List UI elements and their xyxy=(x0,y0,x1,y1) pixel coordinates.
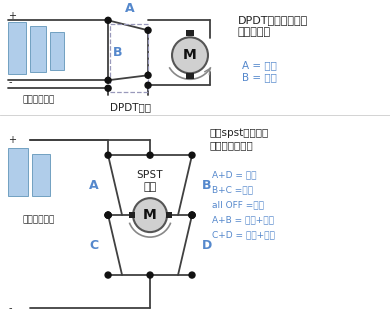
Bar xyxy=(186,30,194,36)
Circle shape xyxy=(189,212,195,218)
Text: A+B = 停止+制动: A+B = 停止+制动 xyxy=(212,215,274,224)
FancyBboxPatch shape xyxy=(30,26,46,72)
Text: -: - xyxy=(8,303,12,313)
Text: C: C xyxy=(89,239,98,252)
Circle shape xyxy=(105,272,111,278)
Circle shape xyxy=(145,72,151,78)
Circle shape xyxy=(147,272,153,278)
Text: A: A xyxy=(89,179,98,192)
Circle shape xyxy=(105,77,111,83)
Text: 脉冲宽度信号: 脉冲宽度信号 xyxy=(22,215,54,224)
Text: A = 向前: A = 向前 xyxy=(242,60,277,70)
Text: +: + xyxy=(8,135,16,145)
Circle shape xyxy=(105,152,111,158)
FancyBboxPatch shape xyxy=(32,154,50,196)
Text: all OFF =停止: all OFF =停止 xyxy=(212,200,264,209)
Text: 决定电机的方向: 决定电机的方向 xyxy=(210,140,254,150)
Text: +: + xyxy=(8,11,16,21)
Text: -: - xyxy=(8,77,12,87)
Text: B: B xyxy=(113,46,123,59)
Circle shape xyxy=(189,212,195,218)
Circle shape xyxy=(105,212,111,218)
Circle shape xyxy=(145,82,151,88)
Circle shape xyxy=(189,272,195,278)
Circle shape xyxy=(172,37,208,73)
Circle shape xyxy=(133,198,167,232)
Text: C+D = 停止+制动: C+D = 停止+制动 xyxy=(212,230,275,239)
Text: D: D xyxy=(202,239,212,252)
FancyBboxPatch shape xyxy=(8,22,26,74)
FancyBboxPatch shape xyxy=(50,32,64,70)
Text: B+C =相反: B+C =相反 xyxy=(212,185,253,194)
Text: B = 相反: B = 相反 xyxy=(242,72,277,82)
Text: SPST: SPST xyxy=(136,170,163,180)
Circle shape xyxy=(189,152,195,158)
Text: DPDT开关: DPDT开关 xyxy=(110,102,151,112)
Text: 开关: 开关 xyxy=(144,182,157,192)
Text: 电机的方向: 电机的方向 xyxy=(238,27,271,37)
Text: B: B xyxy=(202,179,211,192)
Bar xyxy=(166,212,172,218)
Circle shape xyxy=(147,152,153,158)
Bar xyxy=(129,212,135,218)
FancyBboxPatch shape xyxy=(8,148,28,196)
Circle shape xyxy=(189,212,195,218)
Bar xyxy=(186,73,194,79)
Circle shape xyxy=(105,212,111,218)
Circle shape xyxy=(105,85,111,91)
Text: A: A xyxy=(125,2,135,15)
Circle shape xyxy=(145,27,151,33)
Text: M: M xyxy=(143,208,157,222)
Text: M: M xyxy=(183,48,197,62)
Text: A+D = 向前: A+D = 向前 xyxy=(212,170,257,179)
Circle shape xyxy=(105,17,111,23)
Circle shape xyxy=(105,212,111,218)
Text: DPDT开关位置决定: DPDT开关位置决定 xyxy=(238,15,308,25)
Text: 脉冲宽度信号: 脉冲宽度信号 xyxy=(22,95,54,104)
Text: 一对spst开关位置: 一对spst开关位置 xyxy=(210,128,269,138)
